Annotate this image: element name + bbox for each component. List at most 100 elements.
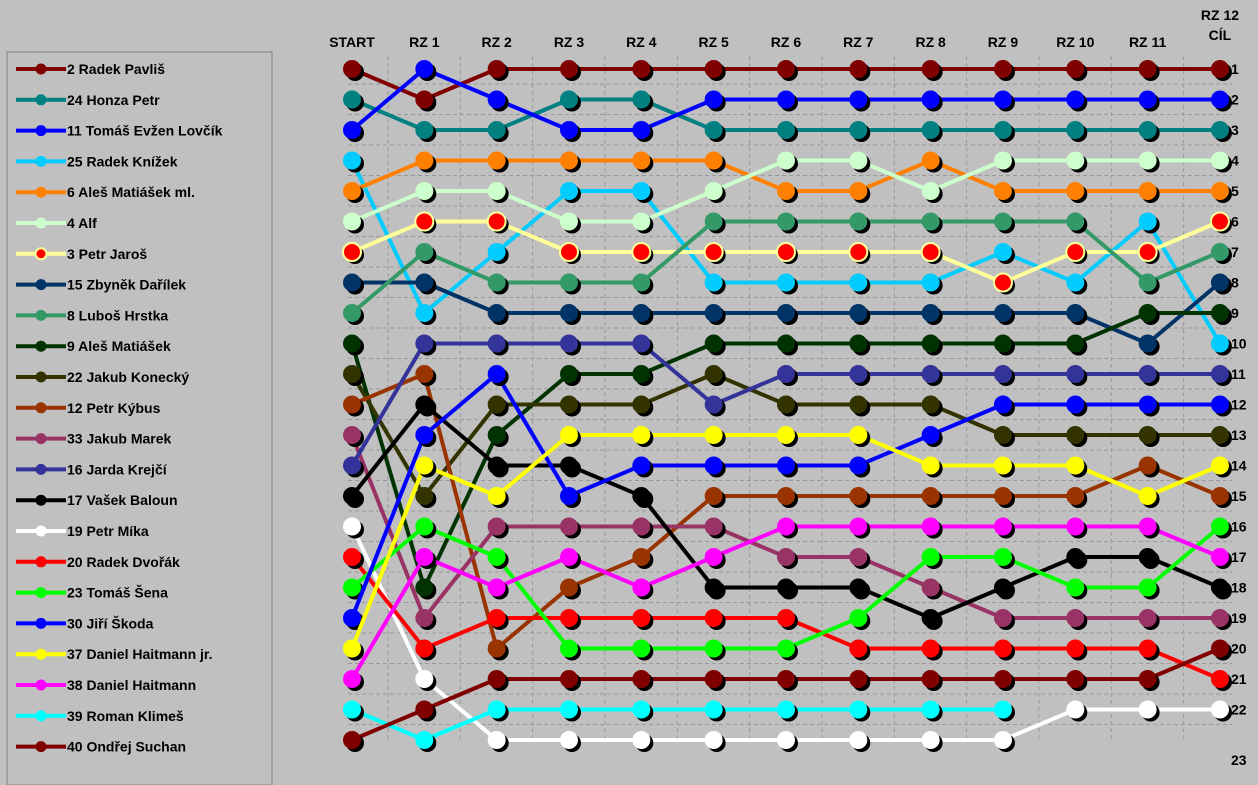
x-axis-labels: START RZ 1 RZ 2 RZ 3 RZ 4 RZ 5 RZ 6 RZ 7 RZ 8 RZ … (329, 7, 1239, 50)
x-tick-label-line: RZ 4 (626, 34, 657, 50)
legend-item: 11 Tomáš Evžen Lovčík (16, 123, 223, 139)
data-point (776, 121, 795, 139)
data-point (993, 121, 1012, 139)
data-point (343, 731, 361, 749)
data-point (1066, 487, 1085, 505)
data-point (849, 609, 868, 627)
data-point (776, 304, 795, 322)
data-point (704, 151, 723, 170)
legend-swatch-marker (35, 463, 47, 475)
data-point (415, 639, 434, 658)
data-point (487, 487, 506, 505)
data-point (632, 121, 651, 139)
data-point (1138, 517, 1157, 536)
data-point (849, 60, 868, 78)
data-point (1066, 395, 1085, 414)
data-point (1210, 426, 1229, 444)
series-18 (343, 517, 1232, 661)
data-point (993, 548, 1012, 566)
data-point (704, 639, 723, 658)
series-19 (343, 365, 1232, 630)
data-point (487, 639, 506, 658)
data-point (632, 182, 651, 200)
legend-swatch-marker (35, 617, 47, 629)
y-tick-label: 14 (1231, 458, 1247, 474)
x-tick-label-line: RZ 10 (1056, 34, 1094, 50)
data-point (1138, 395, 1157, 414)
data-point (343, 639, 361, 658)
data-point (487, 517, 506, 536)
data-point (775, 242, 796, 262)
data-point (776, 182, 795, 200)
data-point (1138, 365, 1157, 383)
data-point (849, 212, 868, 231)
x-tick-label-line: START (329, 34, 375, 50)
legend-item: 8 Luboš Hrstka (16, 307, 168, 323)
data-point (343, 90, 361, 109)
data-point (487, 151, 506, 170)
data-point (415, 609, 434, 627)
data-point (704, 273, 723, 292)
x-tick-label: RZ 9 (988, 34, 1019, 50)
data-point (1066, 334, 1085, 353)
data-point (632, 395, 651, 414)
legend-label: 15 Zbyněk Dařílek (67, 277, 186, 293)
data-point (343, 456, 361, 475)
data-point (415, 60, 434, 78)
data-point (343, 212, 361, 231)
data-point (704, 731, 723, 749)
data-point (559, 609, 578, 627)
series-21 (343, 517, 1232, 691)
data-point (487, 395, 506, 414)
data-point (1066, 670, 1085, 688)
data-point (487, 243, 506, 261)
data-point (776, 395, 795, 414)
legend-label: 19 Petr Míka (67, 523, 149, 539)
data-point (704, 426, 723, 444)
data-point (1138, 578, 1157, 597)
y-tick-label: 12 (1231, 397, 1247, 413)
data-point (1066, 304, 1085, 322)
legend-swatch-marker (35, 587, 47, 599)
data-point (849, 304, 868, 322)
legend-label: 39 Roman Klimeš (67, 708, 184, 724)
data-point (343, 304, 361, 322)
legend-label: 12 Petr Kýbus (67, 400, 161, 416)
data-point (632, 426, 651, 444)
data-point (921, 60, 940, 78)
legend-label: 24 Honza Petr (67, 92, 160, 108)
y-tick-label: 16 (1231, 519, 1247, 535)
data-point (849, 426, 868, 444)
data-point (993, 182, 1012, 200)
data-point (993, 60, 1012, 78)
y-tick-label: 5 (1231, 183, 1239, 199)
x-tick-label-line: RZ 7 (843, 34, 874, 50)
data-point (921, 304, 940, 322)
y-tick-label: 8 (1231, 275, 1239, 291)
data-point (415, 731, 434, 749)
data-point (776, 609, 795, 627)
series-7 (342, 211, 1232, 295)
y-tick-label: 4 (1231, 153, 1239, 169)
data-point (559, 60, 578, 78)
data-point (704, 121, 723, 139)
data-point (559, 578, 578, 597)
data-point (1210, 151, 1229, 170)
legend-label: 4 Alf (67, 215, 97, 231)
data-point (1138, 151, 1157, 170)
data-point (1066, 182, 1085, 200)
data-point (921, 639, 940, 658)
data-point (704, 670, 723, 688)
data-point (993, 334, 1012, 353)
data-point (343, 426, 361, 444)
x-tick-label-line: RZ 1 (409, 34, 440, 50)
y-tick-label: 20 (1231, 641, 1247, 657)
data-point (559, 731, 578, 749)
data-point (343, 334, 361, 353)
data-point (704, 365, 723, 383)
data-point (993, 517, 1012, 536)
legend-label: 40 Ondřej Suchan (67, 739, 186, 755)
data-point (1210, 243, 1229, 261)
data-point (415, 243, 434, 261)
